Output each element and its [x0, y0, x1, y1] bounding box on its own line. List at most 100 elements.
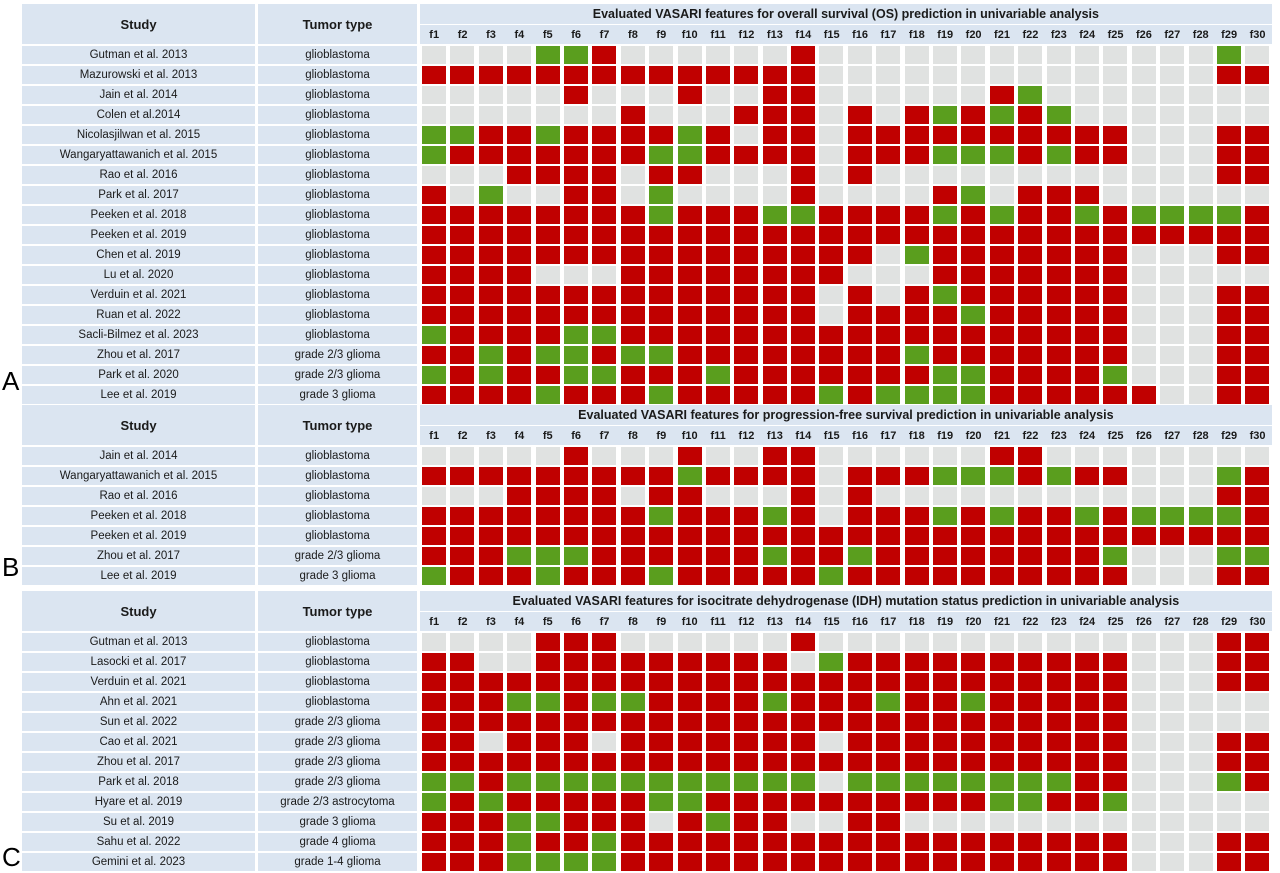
study-cell: Gemini et al. 2023 [22, 853, 258, 873]
feature-header-f16: f16 [845, 25, 875, 46]
feature-cell [420, 46, 449, 66]
feature-mark-f17 [876, 66, 901, 84]
feature-cell [476, 733, 506, 753]
feature-cell [1101, 226, 1130, 246]
feature-mark-f27 [1160, 366, 1185, 384]
feature-cell [1101, 507, 1130, 527]
feature-cell [732, 467, 761, 487]
feature-cell [1158, 66, 1187, 86]
feature-header-f29: f29 [1214, 426, 1244, 447]
feature-mark-f7 [592, 853, 617, 871]
feature-cell [789, 467, 818, 487]
feature-mark-f4 [507, 467, 532, 485]
feature-mark-f16 [847, 487, 872, 505]
feature-cell [703, 547, 733, 567]
feature-mark-f3 [478, 286, 503, 304]
feature-mark-f6 [563, 46, 588, 64]
feature-mark-f1 [422, 527, 446, 545]
feature-mark-f4 [507, 286, 532, 304]
feature-mark-f20 [961, 226, 986, 244]
feature-cell [420, 487, 449, 507]
feature-mark-f20 [961, 813, 986, 831]
feature-cell [476, 286, 506, 306]
feature-mark-f29 [1216, 833, 1241, 851]
feature-mark-f12 [734, 653, 759, 671]
feature-cell [760, 246, 790, 266]
feature-header-f15: f15 [817, 612, 846, 633]
feature-mark-f23 [1046, 306, 1071, 324]
feature-cell [760, 346, 790, 366]
feature-cell [675, 753, 704, 773]
table-row: Mazurowski et al. 2013 glioblastoma [22, 66, 1272, 86]
feature-cell [817, 813, 846, 833]
feature-mark-f18 [904, 46, 929, 64]
feature-cell [789, 166, 818, 186]
feature-mark-f28 [1188, 306, 1213, 324]
feature-header-f10: f10 [675, 612, 704, 633]
feature-cell [561, 346, 591, 366]
feature-cell [1158, 673, 1187, 693]
feature-mark-f26 [1131, 326, 1156, 344]
feature-cell [476, 653, 506, 673]
feature-mark-f10 [677, 753, 702, 771]
feature-mark-f13 [762, 126, 787, 144]
feature-cell [1129, 507, 1159, 527]
feature-cell [590, 813, 619, 833]
feature-cell [817, 507, 846, 527]
feature-cell [760, 467, 790, 487]
feature-mark-f22 [1018, 46, 1043, 64]
feature-cell [1072, 633, 1102, 653]
header-tumor-type: Tumor type [258, 591, 420, 633]
feature-mark-f28 [1188, 673, 1213, 691]
feature-mark-f6 [563, 633, 588, 651]
feature-cell [789, 246, 818, 266]
feature-cell [1129, 633, 1159, 653]
feature-mark-f15 [819, 306, 844, 324]
study-cell: Park et al. 2020 [22, 366, 258, 386]
feature-cell [590, 653, 619, 673]
feature-cell [618, 447, 648, 467]
feature-mark-f11 [705, 833, 730, 851]
feature-cell [647, 673, 676, 693]
feature-cell [845, 166, 875, 186]
feature-cell [874, 527, 903, 547]
feature-cell [1158, 567, 1187, 587]
feature-cell [845, 833, 875, 853]
feature-cell [1243, 467, 1272, 487]
feature-header-f22: f22 [1016, 426, 1045, 447]
feature-cell [590, 547, 619, 567]
feature-mark-f2 [450, 733, 475, 751]
feature-cell [931, 326, 960, 346]
feature-mark-f18 [904, 653, 929, 671]
feature-cell [874, 693, 903, 713]
feature-cell [789, 633, 818, 653]
feature-mark-f14 [791, 753, 816, 771]
feature-mark-f21 [989, 186, 1014, 204]
feature-mark-f29 [1216, 226, 1241, 244]
feature-header-f25: f25 [1101, 426, 1130, 447]
feature-header-f6: f6 [561, 426, 591, 447]
feature-mark-f8 [620, 673, 645, 691]
feature-mark-f14 [791, 547, 816, 565]
feature-cell [533, 186, 562, 206]
feature-mark-f21 [989, 166, 1014, 184]
feature-mark-f23 [1046, 633, 1071, 651]
feature-cell [1158, 467, 1187, 487]
feature-mark-f16 [847, 447, 872, 465]
feature-mark-f24 [1074, 66, 1099, 84]
feature-cell [420, 447, 449, 467]
feature-header-f10: f10 [675, 25, 704, 46]
feature-mark-f19 [933, 693, 958, 711]
feature-mark-f16 [847, 753, 872, 771]
feature-mark-f15 [819, 386, 844, 404]
feature-mark-f15 [819, 246, 844, 264]
feature-header-f13: f13 [760, 426, 790, 447]
feature-cell [1016, 447, 1045, 467]
feature-cell [533, 126, 562, 146]
feature-header-f17: f17 [874, 426, 903, 447]
feature-cell [987, 186, 1017, 206]
feature-cell [561, 66, 591, 86]
feature-cell [845, 793, 875, 813]
feature-cell [505, 306, 534, 326]
feature-mark-f14 [791, 467, 816, 485]
